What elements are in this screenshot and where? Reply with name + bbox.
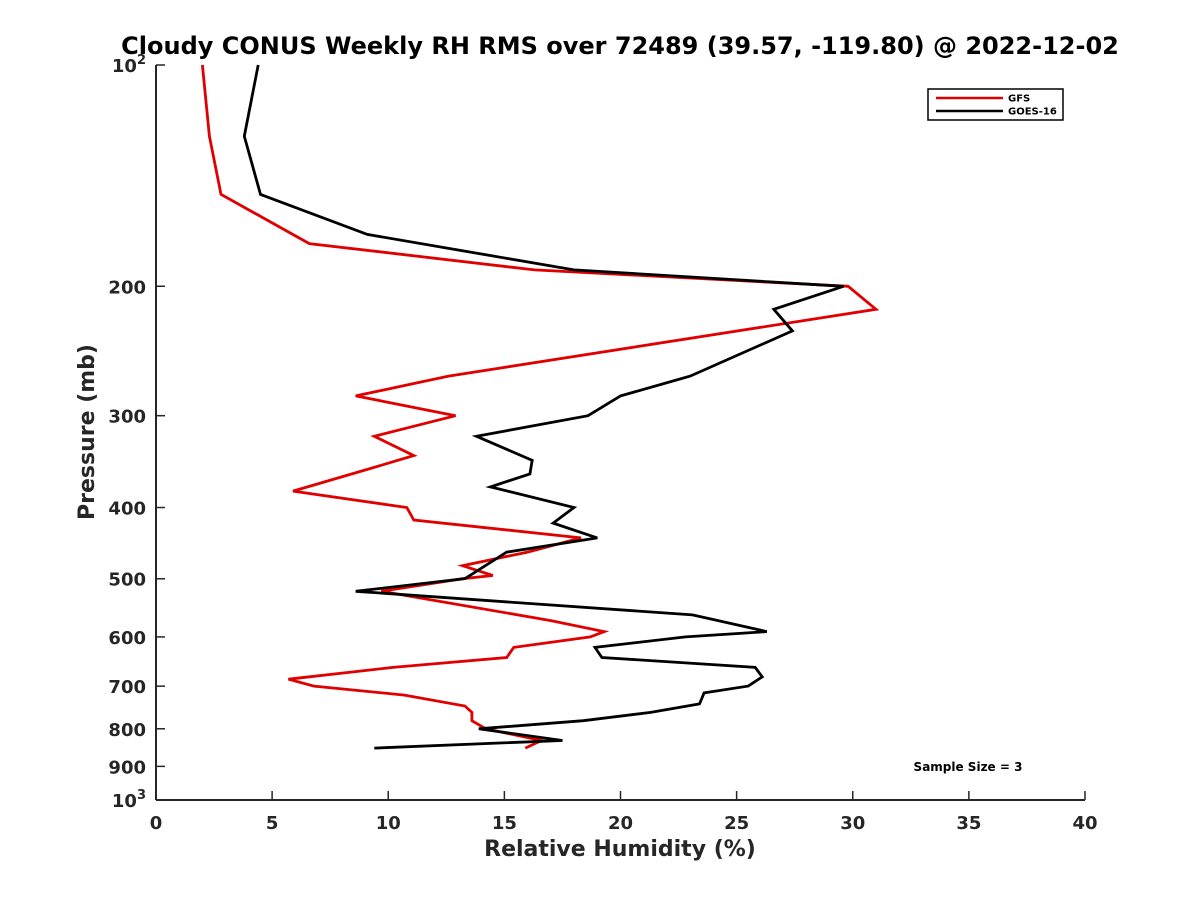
x-tick-label: 15 xyxy=(492,813,517,834)
y-tick-label: 600 xyxy=(108,628,146,649)
x-tick-label: 10 xyxy=(376,813,401,834)
y-tick-label: 700 xyxy=(108,677,146,698)
y-tick-label: 102 xyxy=(112,53,146,77)
y-tick-label: 103 xyxy=(112,788,146,812)
y-tick-label: 400 xyxy=(108,499,146,520)
x-tick-label: 40 xyxy=(1072,813,1097,834)
y-tick-label: 800 xyxy=(108,720,146,741)
y-tick-label: 500 xyxy=(108,570,146,591)
y-axis-label: Pressure (mb) xyxy=(75,344,100,520)
x-tick-label: 0 xyxy=(150,813,163,834)
legend-box xyxy=(927,88,1064,121)
x-tick-label: 5 xyxy=(266,813,279,834)
series-line-goes16 xyxy=(242,64,844,750)
x-tick-label: 25 xyxy=(724,813,749,834)
y-tick-label: 200 xyxy=(108,277,146,298)
chart-title: Cloudy CONUS Weekly RH RMS over 72489 (3… xyxy=(121,32,1119,60)
axes xyxy=(155,65,1085,801)
series-line-gfs xyxy=(201,64,880,750)
x-ticks: 0 5 10 15 20 25 30 35 40 xyxy=(150,791,1098,834)
x-tick-label: 20 xyxy=(608,813,633,834)
x-tick-label: 35 xyxy=(956,813,981,834)
x-tick-label: 30 xyxy=(840,813,865,834)
y-ticks: 102 200 300 400 500 600 700 800 900 103 xyxy=(108,53,165,812)
x-axis-label: Relative Humidity (%) xyxy=(484,837,756,862)
legend: GFS GOES-16 xyxy=(927,88,1064,121)
sample-size-annotation: Sample Size = 3 xyxy=(914,760,1023,774)
y-tick-label: 300 xyxy=(108,407,146,428)
legend-label-goes16: GOES-16 xyxy=(1008,107,1057,118)
series-layer xyxy=(201,64,880,750)
legend-label-gfs: GFS xyxy=(1008,94,1030,105)
y-tick-label: 900 xyxy=(108,757,146,778)
